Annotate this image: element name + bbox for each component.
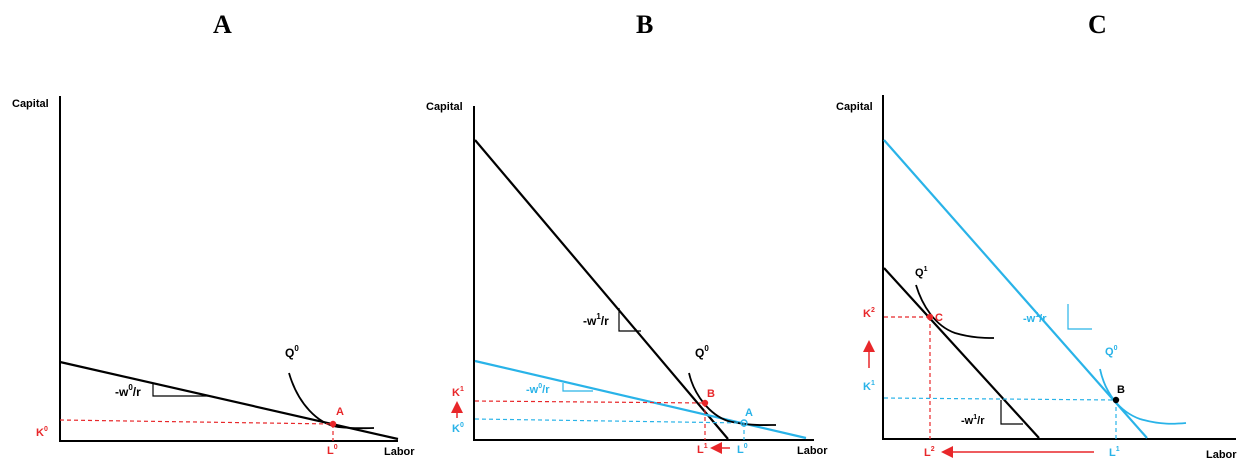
slope-triangle-blue (1067, 304, 1092, 330)
l0-label: L0 (327, 444, 338, 457)
l1-label: L1 (697, 443, 708, 456)
panel-a: A Capital Labor -w0/r Q0 A K0 L0 (12, 10, 415, 458)
slope-label: -w0/r (115, 383, 141, 399)
panel-c-title: C (1088, 10, 1107, 39)
y-axis-label: Capital (836, 101, 873, 113)
slope-label-black: -w1/r (583, 312, 609, 328)
point-b (1112, 396, 1120, 404)
isoquant-q1-label: Q1 (915, 266, 928, 279)
isoquant-label: Q0 (695, 344, 709, 360)
panel-a-title: A (213, 10, 232, 39)
y-axis-label: Capital (426, 101, 463, 113)
isocost-w0 (474, 359, 807, 440)
x-axis-label: Labor (1206, 449, 1237, 460)
k1-guide (474, 400, 706, 404)
k0-guide (59, 419, 334, 425)
slope-triangle-black (618, 308, 641, 332)
point-a (329, 420, 337, 428)
isoquant-label: Q0 (285, 344, 299, 360)
k2-label: K2 (863, 307, 875, 320)
slope-label-blue: -w0/r (526, 383, 550, 396)
k0-guide (474, 418, 745, 424)
panel-b: B Capital Labor -w1/r -w0/r Q0 B A K1 K0… (426, 10, 828, 457)
point-b-label: B (707, 388, 715, 400)
slope-label-black: -w1/r (961, 414, 985, 427)
k0-label: K0 (452, 422, 464, 435)
isocost-line (59, 360, 399, 441)
k1-label: K1 (863, 380, 875, 393)
isocost-blue (883, 139, 1148, 439)
isoquant-q1 (915, 284, 995, 339)
point-a-label: A (336, 406, 344, 418)
slope-label-blue: -w1/r (1023, 312, 1047, 325)
l0-label: L0 (737, 443, 748, 456)
isoquant-q0 (688, 372, 777, 426)
l2-label: L2 (924, 446, 935, 459)
panel-c: C Capital Labor -w1/r -w1/r Q1 Q0 C B K2… (836, 10, 1237, 460)
slope-triangle (152, 383, 208, 397)
y-axis-label: Capital (12, 98, 49, 110)
l1-label: L1 (1109, 446, 1120, 459)
k1-guide (883, 397, 1117, 401)
k1-label: K1 (452, 386, 464, 399)
slope-triangle-black (1000, 400, 1023, 425)
point-c-label: C (935, 312, 943, 324)
x-axis-label: Labor (384, 446, 415, 458)
slope-triangle-blue (562, 383, 593, 392)
x-axis-label: Labor (797, 445, 828, 457)
point-b (701, 399, 709, 407)
point-b-label: B (1117, 384, 1125, 396)
k0-label: K0 (36, 426, 48, 439)
panel-b-title: B (636, 10, 653, 39)
point-a-label: A (745, 407, 753, 419)
isoquant-q0 (288, 372, 375, 430)
point-a (740, 419, 748, 427)
isocost-black (883, 267, 1040, 439)
isoquant-q0-label: Q0 (1105, 345, 1118, 358)
isocost-w1 (474, 139, 729, 440)
point-c (926, 313, 934, 321)
isoquant-q0 (1099, 368, 1187, 425)
